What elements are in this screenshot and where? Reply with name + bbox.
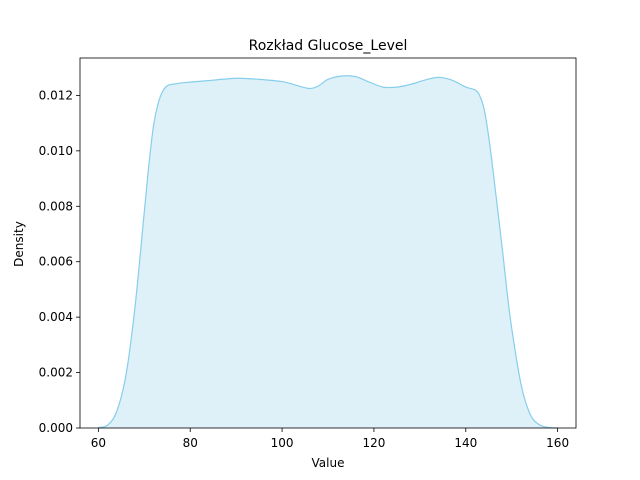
x-tick-label: 60 — [91, 436, 106, 450]
x-axis-label: Value — [312, 456, 345, 470]
y-axis: 0.000 0.002 0.004 0.006 0.008 0.010 0.012 — [39, 88, 80, 435]
y-tick-label: 0.006 — [39, 255, 73, 269]
plot-area — [98, 75, 558, 429]
x-tick-label: 140 — [454, 436, 477, 450]
plot-frame — [79, 57, 577, 429]
density-area-fill — [98, 75, 558, 429]
x-tick-label: 100 — [271, 436, 294, 450]
y-tick-label: 0.008 — [39, 199, 73, 213]
x-tick-label: 120 — [362, 436, 385, 450]
x-tick-label: 80 — [183, 436, 198, 450]
y-tick-label: 0.002 — [39, 366, 73, 380]
chart-title: Rozkład Glucose_Level — [249, 38, 408, 54]
density-curve-line — [98, 75, 558, 429]
y-axis-label: Density — [12, 221, 26, 267]
y-tick-label: 0.010 — [39, 144, 73, 158]
y-tick-label: 0.000 — [39, 421, 73, 435]
x-tick-label: 160 — [546, 436, 569, 450]
y-tick-label: 0.012 — [39, 88, 73, 102]
y-tick-label: 0.004 — [39, 310, 73, 324]
x-axis: 60 80 100 120 140 160 — [91, 428, 569, 450]
